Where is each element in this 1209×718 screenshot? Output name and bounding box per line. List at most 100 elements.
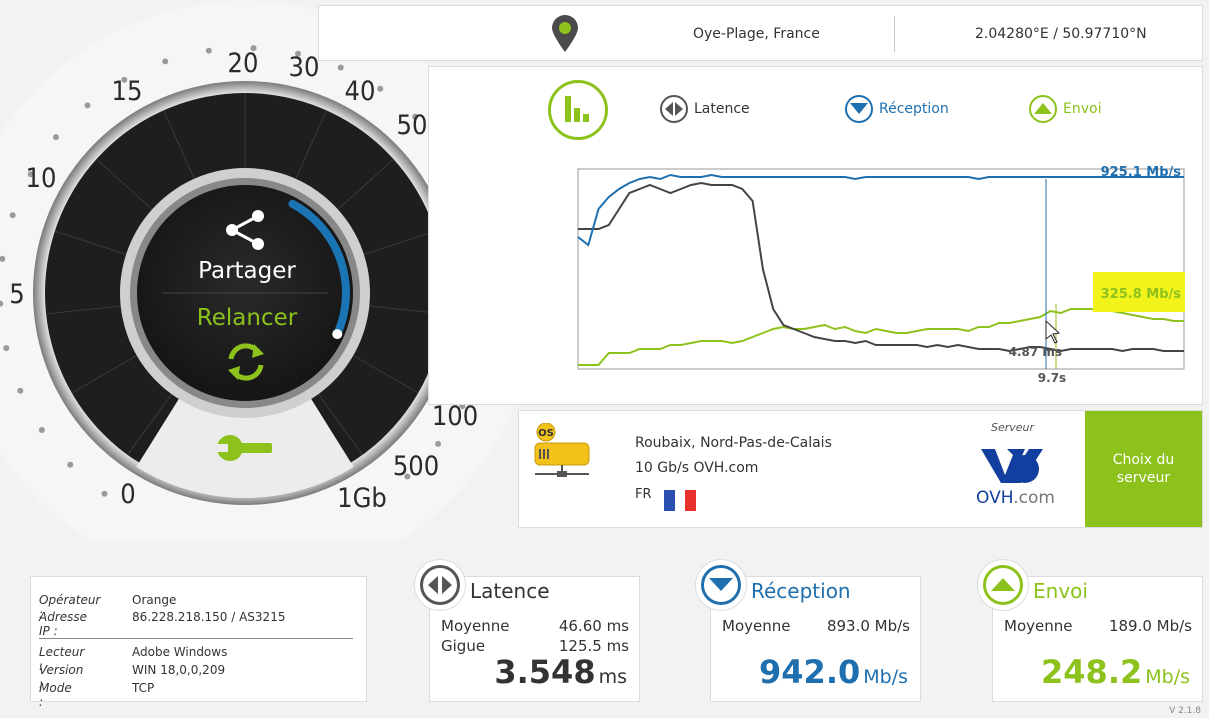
latency-card-title: Latence xyxy=(470,579,550,603)
version-value: WIN 18,0,0,209 xyxy=(132,663,226,677)
latency-icon xyxy=(660,95,688,123)
ip-value: 86.228.218.150 / AS3215 xyxy=(132,610,286,624)
gauge-segment-line xyxy=(163,110,195,180)
gauge-tick-dot xyxy=(84,102,91,109)
upload-card: Envoi Moyenne 189.0 Mb/s 248.2 Mb/s xyxy=(977,559,1203,702)
download-icon xyxy=(845,95,873,123)
gauge-tick-dot xyxy=(67,461,74,468)
gauge-tick-dot xyxy=(3,345,10,352)
gauge-segment-line xyxy=(318,393,363,456)
speed-gauge: 05101520304050607080901005001Gb Partager… xyxy=(0,1,537,540)
latency-avg-value: 46.60 ms xyxy=(558,617,629,635)
gauge-tick-label: 0 xyxy=(120,479,135,510)
download-card-title: Réception xyxy=(751,579,851,603)
ip-label: Adresse IP : xyxy=(39,610,88,638)
map-pin-icon xyxy=(552,15,578,52)
chart-toggle-button[interactable] xyxy=(548,80,608,140)
os-badge-text: OS xyxy=(538,428,554,439)
gauge-tick-label: 1Gb xyxy=(337,483,387,514)
gauge-tick-label: 500 xyxy=(393,451,439,482)
gauge-tick-label: 50 xyxy=(397,110,428,141)
gauge-segment-line xyxy=(363,230,436,255)
ovh-logo-icon xyxy=(981,449,1043,483)
gauge-segment-line xyxy=(71,355,137,394)
upload-highlight xyxy=(1093,272,1185,312)
gauge-segment-line xyxy=(353,355,419,394)
gauge-segment-line xyxy=(295,110,327,180)
download-result-value: 942.0 xyxy=(759,653,861,691)
mode-label: Mode : xyxy=(39,681,72,709)
location-city: Oye-Plage, France xyxy=(693,26,820,42)
location-bar: Oye-Plage, France 2.04280°E / 50.97710°N xyxy=(318,5,1203,61)
gauge-segments xyxy=(46,93,444,456)
choose-server-label: Choix du serveur xyxy=(1112,452,1175,486)
legend-upload[interactable]: Envoi xyxy=(1029,94,1101,124)
gauge-tick-dot xyxy=(38,427,45,434)
gauge-progress-dot xyxy=(332,329,343,340)
chart-latency-value: 4.87 ms xyxy=(1009,345,1062,359)
choose-server-button[interactable]: Choix du serveur xyxy=(1085,411,1202,527)
gauge-progress-arc xyxy=(288,199,350,339)
download-avg-value: 893.0 Mb/s xyxy=(826,617,910,635)
server-location: Roubaix, Nord-Pas-de-Calais xyxy=(635,435,832,451)
chart-time-value: 9.7s xyxy=(1038,371,1066,385)
settings-wrench-icon[interactable] xyxy=(214,435,272,461)
legend-download[interactable]: Réception xyxy=(845,94,949,124)
gauge-tick-dot xyxy=(377,85,384,92)
bar-chart-icon xyxy=(565,96,589,122)
gauge-tick-dot xyxy=(121,76,128,83)
share-label[interactable]: Partager xyxy=(198,258,296,284)
gauge-tick-dot xyxy=(0,300,4,307)
latency-card-icon xyxy=(414,559,466,611)
legend-latency[interactable]: Latence xyxy=(660,94,750,124)
upload-result-value: 248.2 xyxy=(1041,653,1143,691)
gauge-tick-dot xyxy=(9,212,16,219)
legend-download-label: Réception xyxy=(879,101,949,117)
upload-card-title: Envoi xyxy=(1033,579,1088,603)
info-divider xyxy=(39,638,353,639)
gauge-tick-dot xyxy=(101,490,108,497)
chart-series-envoi xyxy=(578,308,1184,366)
mode-value: TCP xyxy=(132,681,155,695)
speed-chart: 925.1 Mb/s 325.8 Mb/s 4.87 ms 9.7s xyxy=(577,165,1185,385)
gauge-tick-label: 20 xyxy=(228,48,259,79)
gauge-segment-line xyxy=(46,305,121,315)
server-country: FR xyxy=(635,487,652,502)
server-caption: Serveur xyxy=(991,421,1035,434)
gauge-tick-dot xyxy=(412,113,419,120)
gauge-tick-dot xyxy=(0,255,6,262)
upload-result-unit: Mb/s xyxy=(1145,666,1190,688)
restart-label[interactable]: Relancer xyxy=(197,305,298,331)
latency-jitter-value: 125.5 ms xyxy=(558,637,629,655)
gauge-segment-line xyxy=(127,393,172,456)
server-provider: 10 Gb/s OVH.com xyxy=(635,460,759,476)
app-version: V 2.1.8 xyxy=(1169,706,1201,716)
legend-upload-label: Envoi xyxy=(1063,101,1102,117)
refresh-icon[interactable] xyxy=(228,343,264,381)
gauge-tick-label: 30 xyxy=(289,52,320,83)
latency-result-value: 3.548 xyxy=(494,653,596,691)
share-icon[interactable] xyxy=(226,210,264,250)
gauge-tick-dot xyxy=(27,171,34,178)
gauge-tick-label: 100 xyxy=(432,401,478,432)
gauge-tick-label: 5 xyxy=(9,279,24,310)
upload-result: 248.2 Mb/s xyxy=(1041,653,1190,691)
location-coords: 2.04280°E / 50.97710°N xyxy=(975,26,1147,42)
upload-card-icon xyxy=(977,559,1029,611)
server-panel: OS Roubaix, Nord-Pas-de-Calais 10 Gb/s O… xyxy=(518,410,1203,528)
gauge-tick-dot xyxy=(52,134,59,141)
gauge-tick-label: 40 xyxy=(345,76,376,107)
download-avg-label: Moyenne xyxy=(722,617,791,635)
gauge-tick-dot xyxy=(162,58,169,65)
latency-card: Latence Moyenne 46.60 ms Gigue 125.5 ms … xyxy=(414,559,640,702)
gauge-tick-dot xyxy=(17,387,24,394)
latency-jitter-label: Gigue xyxy=(441,637,486,655)
france-flag-icon xyxy=(664,490,697,511)
latency-avg-label: Moyenne xyxy=(441,617,510,635)
gauge-tick-dot xyxy=(205,47,212,54)
gauge-tick-label: 10 xyxy=(26,163,57,194)
mouse-cursor-icon xyxy=(1045,319,1061,344)
download-result: 942.0 Mb/s xyxy=(759,653,908,691)
legend-latency-label: Latence xyxy=(694,101,750,117)
connection-info: Opérateur : Orange Adresse IP : 86.228.218… xyxy=(30,576,367,709)
